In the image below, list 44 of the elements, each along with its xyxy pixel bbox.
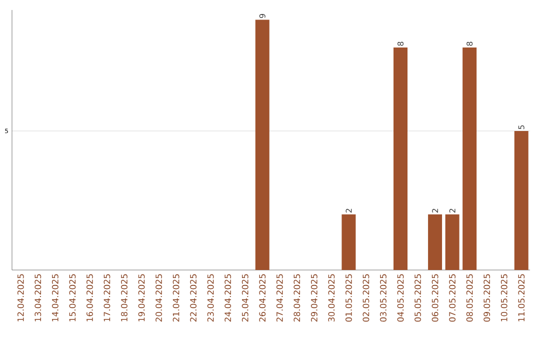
x-tick-label: 04.05.2025 [397,274,404,322]
data-label: 5 [518,125,524,130]
data-label: 2 [449,208,456,213]
x-tick-label: 01.05.2025 [345,274,352,322]
x-tick-label: 27.04.2025 [276,274,283,322]
bar [462,48,477,270]
x-tick-label: 26.04.2025 [259,274,266,322]
data-label: 2 [432,208,438,213]
x-tick-label: 05.05.2025 [414,274,421,322]
x-tick-label: 10.05.2025 [500,274,508,322]
x-tick-label: 02.05.2025 [362,274,370,322]
x-tick-label: 15.04.2025 [69,274,76,322]
x-tick-label: 06.05.2025 [432,274,438,322]
x-tick-label: 12.04.2025 [17,274,24,322]
x-tick-label: 09.05.2025 [484,274,490,322]
data-label: 8 [466,42,473,46]
bar [445,214,460,270]
x-tick-label: 30.04.2025 [328,274,335,322]
x-tick-label: 13.04.2025 [34,274,42,322]
x-tick-label: 08.05.2025 [466,274,473,322]
x-tick-label: 22.04.2025 [190,274,197,322]
x-tick-label: 20.04.2025 [156,274,162,322]
data-label: 2 [346,208,352,213]
x-tick-label: 18.04.2025 [121,274,128,322]
bar [255,20,270,270]
x-tick-label: 29.04.2025 [310,274,318,322]
x-tick-label: 24.04.2025 [224,274,232,322]
data-label: 8 [397,42,404,46]
x-tick-label: 17.04.2025 [104,274,110,322]
bar [514,130,528,270]
x-tick-label: 11.05.2025 [518,274,525,322]
x-tick-label: 21.04.2025 [172,274,180,322]
x-tick-label: 28.04.2025 [294,274,300,322]
bar [342,214,356,270]
data-label: 9 [259,14,266,18]
x-tick-label: 19.04.2025 [138,274,145,322]
x-tick-label: 16.04.2025 [86,274,93,322]
x-tick-label: 23.04.2025 [207,274,214,322]
x-tick-label: 25.04.2025 [242,274,248,322]
x-tick-label: 03.05.2025 [380,274,386,322]
x-tick-label: 14.04.2025 [52,274,58,322]
x-tick-label: 07.05.2025 [449,274,456,322]
bar [428,214,442,270]
bar [394,48,408,270]
